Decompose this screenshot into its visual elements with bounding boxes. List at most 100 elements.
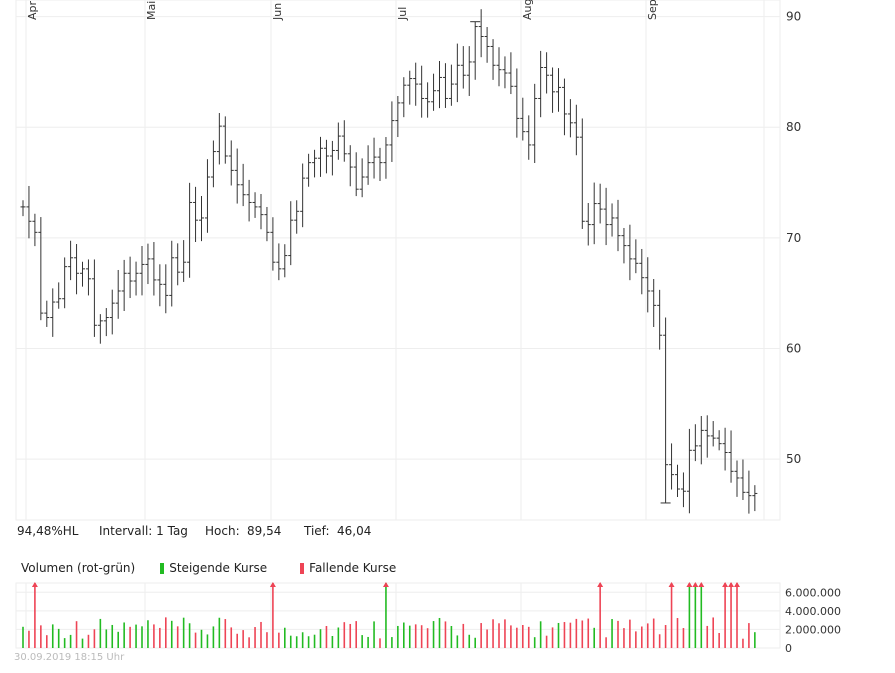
ohlc-bar bbox=[50, 288, 56, 337]
ohlc-bar bbox=[318, 136, 323, 177]
ohlc-bar bbox=[335, 122, 341, 160]
ohlc-bar bbox=[121, 259, 127, 312]
ohlc-bar bbox=[520, 97, 526, 141]
ohlc-bars bbox=[20, 9, 758, 514]
ohlc-bar bbox=[252, 192, 258, 218]
ohlc-bar bbox=[163, 264, 169, 314]
clipped-volume-arrow bbox=[698, 582, 705, 587]
ohlc-bar bbox=[282, 244, 288, 278]
ohlc-bar bbox=[419, 65, 425, 118]
ohlc-bar bbox=[407, 70, 413, 105]
x-tick-label: Jun bbox=[271, 3, 284, 21]
volume-axis-labels: 0 2.000.000 4.000.000 6.000.000 bbox=[785, 586, 841, 655]
x-tick-label: Aug bbox=[521, 0, 534, 20]
volume-tick-label: 4.000.000 bbox=[785, 605, 841, 618]
ohlc-bar bbox=[175, 243, 181, 286]
ohlc-bar bbox=[597, 183, 603, 224]
ohlc-bar bbox=[359, 158, 365, 198]
ohlc-bar bbox=[365, 145, 371, 185]
ohlc-bar bbox=[222, 116, 228, 164]
ohlc-bar bbox=[496, 47, 502, 87]
ohlc-bar bbox=[448, 64, 454, 106]
ohlc-bar bbox=[38, 217, 44, 321]
ohlc-bar bbox=[425, 82, 431, 118]
rising-swatch bbox=[160, 562, 165, 574]
clipped-volume-arrow bbox=[382, 582, 389, 587]
ohlc-bar bbox=[377, 147, 383, 182]
falling-label: Fallende Kurse bbox=[309, 561, 397, 575]
high-label: Hoch: bbox=[205, 524, 240, 538]
ohlc-bar bbox=[680, 472, 686, 508]
ohlc-bar bbox=[621, 227, 627, 264]
ohlc-bar bbox=[210, 140, 216, 188]
clipped-volume-arrow bbox=[722, 582, 729, 587]
ohlc-bar bbox=[728, 430, 734, 483]
clipped-volume-arrow bbox=[734, 582, 740, 587]
x-tick-label: Mai bbox=[145, 1, 158, 20]
ohlc-bar bbox=[157, 264, 163, 307]
ohlc-bar bbox=[103, 308, 109, 337]
ohlc-bar bbox=[85, 259, 91, 296]
ohlc-bar bbox=[639, 248, 645, 295]
volume-legend: Volumen (rot-grün) Steigende Kurse Falle… bbox=[21, 561, 396, 575]
falling-swatch bbox=[300, 562, 305, 574]
ohlc-bar bbox=[442, 63, 448, 108]
volume-bars bbox=[22, 582, 756, 648]
volume-title: Volumen (rot-grün) bbox=[21, 561, 136, 575]
ohlc-bar bbox=[746, 470, 752, 514]
ohlc-bar bbox=[181, 240, 187, 282]
ohlc-bar bbox=[710, 421, 716, 447]
ohlc-bar bbox=[300, 163, 306, 228]
ohlc-bar bbox=[133, 261, 139, 296]
ohlc-bar bbox=[109, 289, 115, 335]
ohlc-bar bbox=[660, 317, 671, 504]
clipped-volume-arrow bbox=[269, 582, 276, 587]
x-tick-label: Apr bbox=[26, 0, 39, 20]
ohlc-bar bbox=[329, 140, 335, 176]
ohlc-bar bbox=[431, 73, 437, 111]
ohlc-bar bbox=[353, 152, 359, 197]
ohlc-bar bbox=[234, 148, 240, 204]
ohlc-bar bbox=[627, 224, 633, 281]
ohlc-bar bbox=[115, 269, 121, 319]
ohlc-bar bbox=[502, 56, 508, 89]
ohlc-bar bbox=[686, 428, 692, 514]
ohlc-bar bbox=[698, 415, 704, 465]
y-tick-label: 60 bbox=[786, 342, 801, 356]
ohlc-bar bbox=[470, 21, 481, 80]
ohlc-bar bbox=[573, 104, 579, 156]
ohlc-bar bbox=[466, 46, 472, 96]
ohlc-bar bbox=[490, 39, 496, 80]
y-tick-label: 50 bbox=[786, 452, 801, 466]
ohlc-bar bbox=[633, 239, 639, 274]
ohlc-bar bbox=[270, 217, 276, 271]
ohlc-bar bbox=[97, 314, 103, 344]
ohlc-bar bbox=[526, 115, 532, 160]
ohlc-bar bbox=[246, 179, 252, 222]
ohlc-bar bbox=[567, 99, 573, 138]
ohlc-bar bbox=[561, 78, 567, 136]
clipped-volume-arrow bbox=[668, 582, 675, 587]
y-axis-labels: 50 60 70 80 90 bbox=[786, 10, 801, 467]
ohlc-bar bbox=[752, 485, 758, 512]
ohlc-bar bbox=[544, 52, 550, 94]
ohlc-bar bbox=[585, 203, 591, 246]
ohlc-bar bbox=[258, 194, 264, 230]
volume-tick-label: 2.000.000 bbox=[785, 623, 841, 636]
ohlc-bar bbox=[74, 244, 80, 295]
ohlc-bar bbox=[383, 137, 389, 179]
ohlc-bar bbox=[169, 240, 175, 307]
ohlc-bar bbox=[603, 187, 609, 246]
ohlc-bar bbox=[401, 77, 407, 118]
ohlc-bar bbox=[91, 259, 97, 337]
ohlc-bar bbox=[484, 27, 490, 63]
ohlc-bar bbox=[139, 246, 145, 296]
x-axis-labels: Apr Mai Jun Jul Aug Sep bbox=[26, 0, 659, 21]
ohlc-bar bbox=[306, 153, 312, 187]
ohlc-bar bbox=[722, 427, 728, 471]
performance-label: 94,48%HL bbox=[17, 524, 79, 538]
ohlc-bar bbox=[669, 443, 675, 490]
price-frame bbox=[15, 0, 781, 521]
